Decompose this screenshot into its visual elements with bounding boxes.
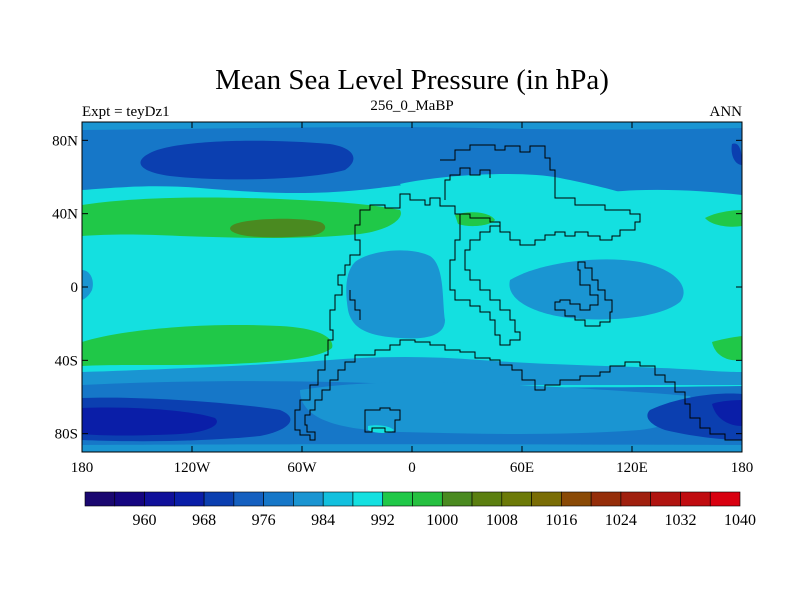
colorbar-label: 1008 — [486, 512, 518, 529]
colorbar-swatch — [590, 491, 622, 507]
south-subtropical-high-west — [82, 324, 333, 366]
coastlines — [294, 144, 742, 441]
north-high-core — [230, 218, 326, 238]
north-subtropical-high-east — [455, 212, 495, 227]
subtitle-right: ANN — [710, 104, 743, 120]
colorbar-label: 992 — [371, 512, 395, 529]
y-tick-label: 80S — [55, 427, 78, 443]
x-tick-label: 120E — [616, 460, 648, 476]
south-island-bright — [368, 425, 394, 433]
y-tick-label: 40N — [52, 207, 78, 223]
equatorial-low-west — [346, 250, 445, 339]
colorbar-swatch — [561, 491, 592, 507]
colorbar-swatch — [412, 491, 443, 507]
colorbar-swatch — [263, 491, 294, 507]
colorbar-swatch — [709, 491, 741, 507]
colorbar-swatch — [382, 491, 413, 507]
south-subtropical-high-east — [712, 336, 742, 361]
colorbar-swatch — [531, 491, 562, 507]
colorbar-swatch — [471, 491, 503, 507]
x-tick-label: 60W — [287, 460, 317, 476]
colorbar-swatch — [114, 491, 145, 507]
colorbar-swatch — [322, 491, 354, 507]
colorbar-label: 1000 — [426, 512, 458, 529]
equatorial-low-east — [509, 259, 684, 320]
north-continent-bright — [400, 173, 655, 211]
south-continent-blue — [300, 382, 693, 434]
colorbar-label: 976 — [252, 512, 276, 529]
colorbar-label: 968 — [192, 512, 216, 529]
colorbar-swatch — [233, 491, 264, 507]
south-mid-band — [82, 357, 742, 385]
north-subtropical-high-dateline — [705, 210, 742, 227]
colorbar-label: 984 — [311, 512, 335, 529]
coastline-east-basin — [554, 261, 613, 327]
colorbar-label: 1032 — [664, 512, 696, 529]
subtitle-center: 256_0_MaBP — [370, 98, 453, 114]
x-tick-label: 120W — [174, 460, 212, 476]
colorbar-swatch — [352, 491, 384, 507]
colorbar-label: 1024 — [605, 512, 637, 529]
x-tick-label: 180 — [71, 460, 94, 476]
subtitle-left: Expt = teyDz1 — [82, 104, 170, 120]
colorbar-swatch — [174, 491, 205, 507]
equatorial-low-pacific — [82, 270, 93, 300]
colorbar-label: 960 — [133, 512, 157, 529]
north-subpolar-low — [140, 140, 354, 180]
colorbar-swatch — [203, 491, 235, 507]
colorbar-swatch — [501, 491, 532, 507]
coastline-east-inner — [449, 214, 521, 346]
x-tick-label: 0 — [408, 460, 416, 476]
colorbar-label: 1040 — [724, 512, 756, 529]
colorbar-swatch — [293, 491, 324, 507]
x-axis: 180 120W 60W 0 60E 120E 180 — [71, 122, 754, 476]
colorbar-swatch — [620, 491, 651, 507]
coastline-north-inlet — [444, 167, 491, 200]
colorbar-swatch — [144, 491, 175, 507]
north-eastern-low — [731, 143, 742, 165]
y-tick-label: 0 — [71, 280, 79, 296]
y-tick-label: 40S — [55, 353, 78, 369]
colorbar-swatch — [84, 491, 116, 507]
colorbar-swatch — [680, 491, 711, 507]
south-subpolar-low-west-core — [82, 407, 217, 436]
x-tick-label: 60E — [510, 460, 534, 476]
chart-title: Mean Sea Level Pressure (in hPa) — [215, 64, 609, 96]
south-subpolar-low-east-core — [712, 400, 742, 426]
colorbar-label: 1016 — [545, 512, 577, 529]
colorbar: 960 968 976 984 992 1000 1008 1016 1024 1032 1040 — [84, 491, 756, 529]
coastline-south-island — [364, 407, 401, 433]
pressure-map — [82, 122, 742, 452]
x-tick-label: 180 — [731, 460, 754, 476]
y-axis: 80N 40N 0 40S 80S — [52, 133, 742, 443]
colorbar-swatch — [650, 491, 681, 507]
colorbar-swatch — [441, 491, 473, 507]
coastline-pangaea — [294, 144, 742, 441]
coastline-western-edge — [349, 290, 361, 320]
y-tick-label: 80N — [52, 133, 78, 149]
